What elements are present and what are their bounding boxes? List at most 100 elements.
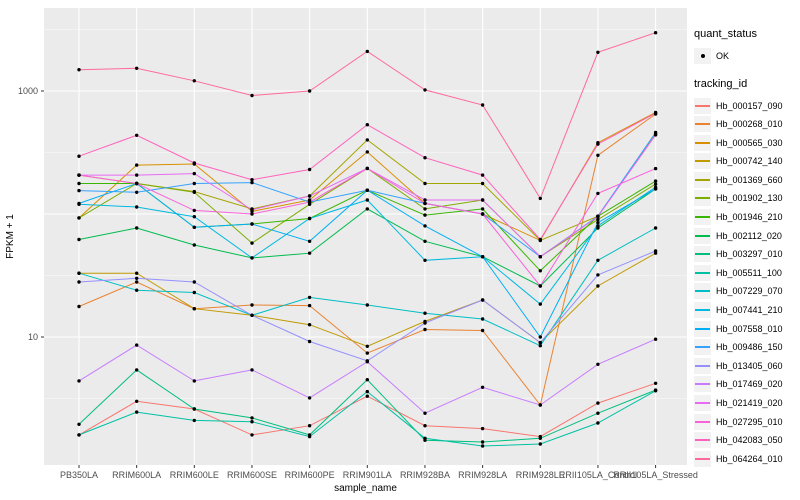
data-point [135,368,139,372]
legend-item-Hb_009486_150: Hb_009486_150 [694,339,798,356]
data-point [250,212,254,216]
legend-item-label: Hb_021419_020 [716,398,783,408]
data-point [192,208,196,213]
data-point [596,153,600,157]
data-point [250,180,254,185]
data-point [538,302,542,306]
data-point [192,379,196,383]
legend-item-label: Hb_000565_030 [716,137,783,148]
data-point [365,394,369,398]
data-point [596,411,600,415]
series-line-key-icon [694,432,711,449]
legend-item-label: Hb_003297_010 [716,249,783,260]
legend-item-label: Hb_007441_210 [716,305,783,316]
y-axis-title: FPKM + 1 [5,214,16,259]
data-point [77,173,81,177]
data-point [307,200,312,204]
data-point [192,290,196,295]
data-point [653,130,658,135]
legend-item-Hb_042083_050: Hb_042083_050 [694,432,798,449]
data-point [653,389,658,393]
data-point [307,295,312,300]
data-point [423,181,427,186]
data-point [423,258,427,262]
series-line-key-icon [694,283,711,300]
data-point [77,154,81,158]
series-color-line-icon [695,253,710,256]
data-point [192,171,196,176]
data-point [480,173,485,177]
series-color-line-icon [695,141,710,144]
data-point [365,360,369,364]
data-point [596,421,600,425]
series-line-key-icon [694,153,711,170]
data-point [538,284,542,288]
data-point [653,182,658,186]
series-color-line-icon [695,290,710,293]
data-point [423,213,427,217]
data-point [653,249,658,253]
data-point [423,156,427,160]
data-point [365,198,369,202]
series-color-line-icon [695,402,710,404]
data-point [135,288,139,292]
data-point [135,163,139,167]
x-tick-label: RRIM600PE [285,470,335,480]
legend-item-label: Hb_000742_140 [716,156,783,167]
x-tick-label: RRIM928LE [516,470,565,480]
data-point [307,194,312,198]
data-point [135,399,139,403]
data-point [77,433,81,437]
data-point [365,351,369,355]
data-point [250,313,254,317]
data-point [250,241,254,245]
data-point [653,381,658,385]
data-point [596,191,600,196]
data-point [250,420,254,424]
data-point [135,410,139,414]
data-point [192,407,196,411]
x-tick-label: RRIM901LA [343,470,392,480]
data-point [538,436,542,440]
data-point [480,440,485,444]
data-point [135,343,139,347]
data-point [596,224,600,228]
data-point [423,424,427,428]
data-point [77,271,81,275]
data-point [250,368,254,372]
series-line-key-icon [694,320,711,337]
data-point [596,258,600,262]
data-point [307,216,312,221]
legend-item-Hb_064264_010: Hb_064264_010 [694,450,798,467]
legend-quant-status-block: quant_status OK [694,28,798,64]
data-point [250,178,254,182]
legend-item-Hb_000268_010: Hb_000268_010 [694,116,798,133]
data-point [538,237,542,242]
series-color-line-icon [695,160,710,163]
series-line-key-icon [694,134,711,151]
data-point [596,273,600,277]
data-point [423,201,427,206]
series-line-key-icon [694,376,711,393]
data-point [538,255,542,259]
series-color-line-icon [695,327,710,330]
data-point [365,207,369,211]
data-point [135,280,139,284]
y-tick-label: 10 [28,332,38,342]
data-point [192,225,196,229]
data-point [135,181,139,186]
data-point [596,401,600,405]
data-point [596,284,600,288]
data-point [307,339,312,344]
data-point [77,216,81,220]
series-color-line-icon [695,178,710,181]
data-point [307,303,312,308]
series-color-line-icon [695,197,710,200]
series-line-key-icon [694,246,711,263]
x-tick-label: RRIM600LE [170,470,219,480]
data-point [307,396,312,400]
legend-item-Hb_001369_660: Hb_001369_660 [694,171,798,188]
legend-item-Hb_007229_070: Hb_007229_070 [694,283,798,300]
